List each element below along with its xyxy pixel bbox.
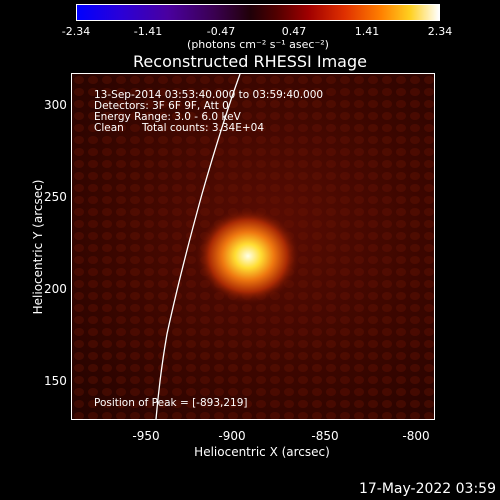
colorbar-tick-label: -0.47 [206,25,236,38]
total-counts-text: Total counts: 3.34E+04 [142,122,265,134]
image-plot: 13-Sep-2014 03:53:40.000 to 03:59:40.000… [71,73,435,420]
heatmap-image [72,74,434,419]
solar-limb-line [155,74,241,419]
y-tick-label: 150 [44,374,67,388]
x-tick-label: -800 [402,429,430,443]
x-tick-label: -900 [218,429,246,443]
peak-position-text: Position of Peak = [-893,219] [94,397,248,409]
algorithm-text: Clean [94,122,124,134]
colorbar-tick-label: 2.34 [427,25,453,38]
detectors-text: Detectors: 3F 6F 9F, Att 0 [94,100,229,112]
plot-title: Reconstructed RHESSI Image [133,52,367,71]
colorbar-tick-label: 1.41 [354,25,380,38]
x-tick-label: -850 [311,429,339,443]
colorbar [76,4,440,21]
y-tick-label: 250 [44,190,67,204]
y-tick-label: 200 [44,282,67,296]
colorbar-tick-label: -2.34 [61,25,91,38]
colorbar-tick-label: -1.41 [133,25,163,38]
colorbar-units: (photons cm⁻² s⁻¹ asec⁻²) [187,38,329,51]
colorbar-tick-label: 0.47 [281,25,307,38]
energy-range-text: Energy Range: 3.0 - 6.0 keV [94,111,241,123]
x-axis-label: Heliocentric X (arcsec) [194,445,330,459]
x-tick-label: -950 [132,429,160,443]
y-tick-label: 300 [44,98,67,112]
y-axis-label: Heliocentric Y (arcsec) [31,179,45,315]
footer-date: 17-May-2022 03:59 [358,481,496,497]
time-range-text: 13-Sep-2014 03:53:40.000 to 03:59:40.000 [94,89,324,101]
flare-source [196,208,300,304]
